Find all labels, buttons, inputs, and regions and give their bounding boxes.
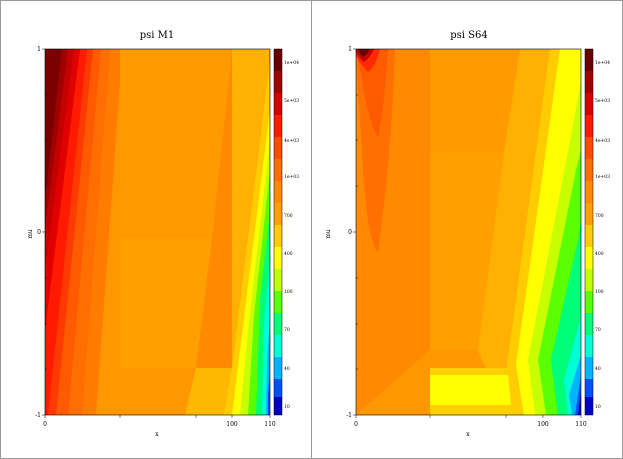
contour-band [268, 370, 270, 415]
colorbar-label: 5e+03 [284, 98, 299, 104]
contour-band [578, 392, 581, 415]
chart-panel-s64: psi S64 [325, 30, 610, 438]
y-axis-label: mu [325, 229, 332, 239]
contour-band [45, 49, 62, 200]
x-tick-label: 110 [264, 421, 276, 428]
contour-band [430, 375, 516, 405]
colorbar-label: 10 [595, 404, 601, 410]
x-tick-label: 100 [537, 421, 549, 428]
panel-divider [311, 0, 312, 459]
contour-plot-m1 [45, 49, 270, 415]
colorbar-label: 1e+03 [595, 174, 610, 180]
colorbar-label: 40 [284, 366, 290, 372]
colorbar-label: 1e+04 [595, 60, 610, 66]
colorbar-label: 4e+03 [595, 138, 610, 144]
colorbar-label: 70 [284, 327, 290, 333]
y-tick-label: 1 [37, 46, 41, 53]
y-tick-label: -1 [346, 412, 352, 419]
x-axis-label: x [466, 431, 470, 438]
colorbar-label: 100 [595, 289, 604, 295]
colorbar-label: 400 [595, 251, 604, 257]
contour-band [430, 49, 520, 152]
colorbar-label: 700 [284, 213, 293, 219]
axis-ticks [353, 48, 582, 418]
axis-ticks [42, 48, 271, 418]
chart-title: psi M1 [140, 30, 175, 41]
x-tick-label: 0 [354, 421, 358, 428]
colorbar-label: 1e+03 [284, 174, 299, 180]
colorbar-m1 [273, 48, 283, 416]
contour-band [356, 49, 388, 138]
y-axis-label: mu [27, 229, 34, 239]
x-axis-label: x [155, 431, 159, 438]
colorbar-s64 [584, 48, 594, 416]
colorbar-label: 10 [284, 404, 290, 410]
x-tick-label: 110 [575, 421, 587, 428]
x-tick-label: 100 [226, 421, 238, 428]
contour-band [120, 238, 212, 368]
chart-panel-m1: psi M1 [27, 30, 299, 438]
colorbar-label: 70 [595, 327, 601, 333]
y-tick-label: -1 [35, 412, 41, 419]
x-tick-label: 0 [43, 421, 47, 428]
y-tick-label: 0 [348, 229, 352, 236]
contour-band [358, 49, 370, 57]
chart-title: psi S64 [450, 30, 488, 41]
colorbar-label: 100 [284, 289, 293, 295]
colorbar-label: 700 [595, 213, 604, 219]
colorbar-label: 40 [595, 366, 601, 372]
y-tick-label: 0 [37, 229, 41, 236]
colorbar-label: 4e+03 [284, 138, 299, 144]
colorbar-label: 1e+04 [284, 60, 299, 66]
y-tick-label: 1 [348, 46, 352, 53]
contour-band [232, 49, 270, 368]
colorbar-label: 5e+03 [595, 98, 610, 104]
colorbar-label: 400 [284, 251, 293, 257]
contour-band [430, 152, 504, 350]
contour-band [120, 49, 232, 238]
contour-plot-s64 [356, 49, 581, 415]
